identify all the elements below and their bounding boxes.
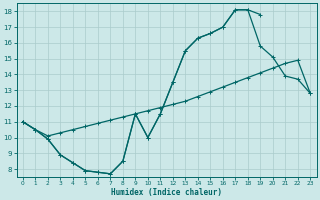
X-axis label: Humidex (Indice chaleur): Humidex (Indice chaleur) [111, 188, 222, 197]
